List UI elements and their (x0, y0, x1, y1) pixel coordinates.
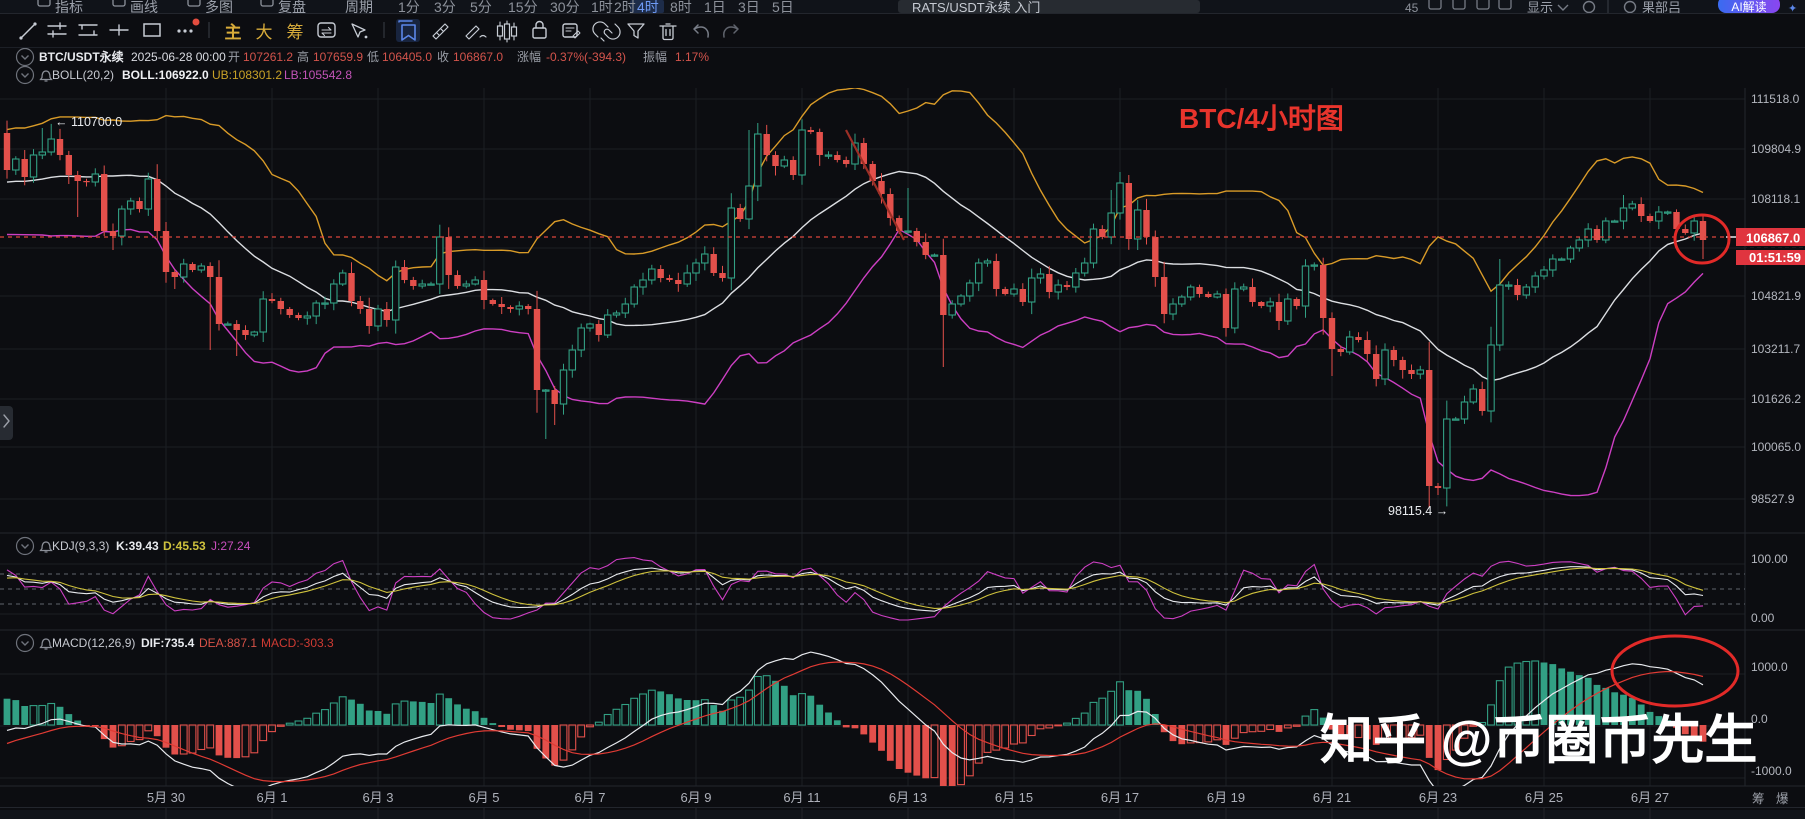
svg-text:6月 25: 6月 25 (1525, 790, 1563, 805)
svg-text:1时: 1时 (591, 0, 613, 15)
svg-text:显示: 显示 (1527, 0, 1553, 15)
svg-text:MACD:-303.3: MACD:-303.3 (261, 636, 334, 650)
svg-text:107261.2: 107261.2 (243, 50, 293, 64)
svg-text:振幅: 振幅 (643, 49, 667, 64)
svg-text:✦: ✦ (1788, 3, 1797, 15)
svg-text:2时: 2时 (614, 0, 636, 15)
svg-text:6月 23: 6月 23 (1419, 790, 1457, 805)
svg-text:D:45.53: D:45.53 (163, 539, 206, 553)
svg-text:2025-06-28 00:00: 2025-06-28 00:00 (131, 50, 226, 64)
svg-text:6月 21: 6月 21 (1313, 790, 1351, 805)
svg-text:指标: 指标 (55, 0, 83, 15)
svg-text:108118.1: 108118.1 (1751, 192, 1800, 206)
svg-text:画线: 画线 (130, 0, 158, 15)
svg-text:LB:105542.8: LB:105542.8 (284, 68, 352, 82)
svg-text:01:51:59: 01:51:59 (1749, 250, 1801, 265)
svg-text:← 110700.0: ← 110700.0 (55, 115, 122, 129)
svg-text:BOLL:106922.0: BOLL:106922.0 (122, 68, 209, 82)
svg-text:KDJ(9,3,3): KDJ(9,3,3) (52, 539, 109, 553)
svg-text:涨幅: 涨幅 (517, 49, 541, 64)
svg-text:3分: 3分 (434, 0, 456, 15)
svg-text:复盘: 复盘 (278, 0, 306, 15)
svg-text:6月 1: 6月 1 (256, 790, 287, 805)
svg-text:6月 13: 6月 13 (889, 790, 927, 805)
svg-text:RATS/USDT永续 入门: RATS/USDT永续 入门 (912, 0, 1040, 15)
svg-text:103211.7: 103211.7 (1751, 342, 1800, 356)
svg-text:6月 19: 6月 19 (1207, 790, 1245, 805)
svg-text:高: 高 (297, 49, 309, 64)
svg-text:6月 7: 6月 7 (574, 790, 605, 805)
svg-text:开: 开 (228, 50, 240, 64)
svg-text:6月 15: 6月 15 (995, 790, 1033, 805)
svg-text:109804.9: 109804.9 (1751, 142, 1801, 156)
svg-text:45: 45 (1405, 1, 1419, 15)
svg-text:AI解读: AI解读 (1731, 0, 1766, 14)
svg-text:3日: 3日 (738, 0, 760, 15)
svg-text:知乎 @币圈币先生: 知乎 @币圈币先生 (1320, 711, 1757, 770)
svg-text:0.00: 0.00 (1751, 611, 1775, 625)
svg-text:6月 3: 6月 3 (362, 790, 393, 805)
svg-text:0.0: 0.0 (1751, 712, 1768, 726)
svg-text:6月 9: 6月 9 (680, 790, 711, 805)
svg-text:爆: 爆 (1776, 792, 1789, 806)
svg-text:104821.9: 104821.9 (1751, 289, 1801, 303)
svg-text:98115.4 →: 98115.4 → (1388, 504, 1448, 518)
svg-text:UB:108301.2: UB:108301.2 (212, 68, 282, 82)
svg-text:5月 30: 5月 30 (147, 790, 185, 805)
svg-text:MACD(12,26,9): MACD(12,26,9) (52, 636, 135, 650)
svg-text:BTC/4小时图: BTC/4小时图 (1179, 103, 1344, 134)
svg-text:98527.9: 98527.9 (1751, 492, 1795, 506)
svg-text:15分: 15分 (508, 0, 538, 15)
svg-text:30分: 30分 (550, 0, 580, 15)
svg-text:100.00: 100.00 (1751, 552, 1788, 566)
svg-text:果部吕: 果部吕 (1642, 0, 1681, 15)
svg-text:1分: 1分 (398, 0, 420, 15)
svg-text:6月 5: 6月 5 (468, 790, 499, 805)
svg-text:111518.0: 111518.0 (1751, 92, 1800, 106)
svg-text:1000.0: 1000.0 (1751, 660, 1788, 674)
svg-text:5分: 5分 (470, 0, 492, 15)
svg-text:低: 低 (367, 50, 379, 64)
svg-text:周期: 周期 (345, 0, 373, 15)
svg-text:106405.0: 106405.0 (382, 50, 432, 64)
svg-text:-0.37%(-394.3): -0.37%(-394.3) (546, 50, 626, 64)
svg-text:106867.0: 106867.0 (453, 50, 503, 64)
svg-text:6月 11: 6月 11 (783, 790, 820, 805)
svg-text:BOLL(20,2): BOLL(20,2) (52, 68, 114, 82)
svg-text:DEA:887.1: DEA:887.1 (199, 636, 257, 650)
svg-text:106867.0: 106867.0 (1746, 231, 1800, 246)
svg-text:BTC/USDT永续: BTC/USDT永续 (39, 49, 124, 64)
svg-text:-1000.0: -1000.0 (1751, 764, 1792, 778)
svg-text:4时: 4时 (637, 0, 659, 15)
svg-text:大: 大 (256, 23, 273, 42)
svg-text:101626.2: 101626.2 (1751, 392, 1801, 406)
svg-text:8时: 8时 (670, 0, 692, 15)
svg-text:主: 主 (225, 22, 242, 42)
svg-text:5日: 5日 (772, 0, 794, 15)
svg-text:1日: 1日 (704, 0, 726, 15)
svg-text:多图: 多图 (205, 0, 233, 15)
svg-text:K:39.43: K:39.43 (116, 539, 159, 553)
svg-text:6月 27: 6月 27 (1631, 790, 1669, 805)
svg-text:1.17%: 1.17% (675, 50, 709, 64)
svg-text:100065.0: 100065.0 (1751, 440, 1801, 454)
svg-text:筹: 筹 (1752, 791, 1765, 806)
svg-text:收: 收 (437, 50, 449, 64)
svg-text:107659.9: 107659.9 (313, 50, 363, 64)
svg-text:DIF:735.4: DIF:735.4 (141, 636, 195, 650)
svg-text:J:27.24: J:27.24 (211, 539, 251, 553)
svg-text:筹: 筹 (287, 23, 304, 42)
svg-text:6月 17: 6月 17 (1101, 790, 1139, 805)
